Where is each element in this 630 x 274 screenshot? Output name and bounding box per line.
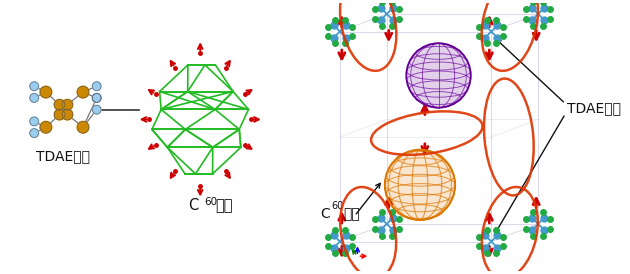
Circle shape bbox=[93, 82, 101, 91]
Circle shape bbox=[93, 93, 101, 102]
Text: 60: 60 bbox=[331, 201, 343, 211]
Circle shape bbox=[40, 121, 52, 133]
Circle shape bbox=[54, 99, 65, 110]
Circle shape bbox=[62, 109, 72, 120]
Text: TDAE分子: TDAE分子 bbox=[37, 150, 91, 164]
Text: 分子: 分子 bbox=[343, 207, 360, 221]
Circle shape bbox=[93, 105, 101, 114]
Text: C: C bbox=[321, 207, 330, 221]
Circle shape bbox=[30, 117, 38, 126]
Circle shape bbox=[62, 99, 72, 110]
Circle shape bbox=[40, 86, 52, 98]
Circle shape bbox=[77, 121, 89, 133]
Circle shape bbox=[93, 93, 101, 102]
Text: TDAE分子: TDAE分子 bbox=[568, 102, 621, 116]
Text: 分子: 分子 bbox=[215, 198, 232, 213]
Circle shape bbox=[30, 93, 38, 102]
Circle shape bbox=[30, 129, 38, 138]
Text: 60: 60 bbox=[204, 198, 217, 207]
Circle shape bbox=[30, 82, 38, 91]
Circle shape bbox=[77, 86, 89, 98]
Circle shape bbox=[406, 43, 471, 108]
Circle shape bbox=[54, 109, 65, 120]
Circle shape bbox=[385, 150, 455, 220]
Text: C: C bbox=[188, 198, 198, 213]
